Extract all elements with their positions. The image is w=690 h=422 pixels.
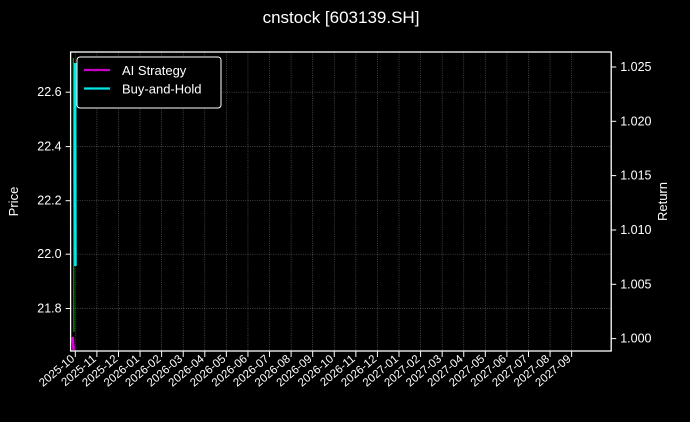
svg-text:22.0: 22.0 [37, 247, 61, 261]
svg-text:22.6: 22.6 [37, 85, 61, 99]
svg-text:cnstock [603139.SH]: cnstock [603139.SH] [263, 8, 420, 27]
svg-text:1.025: 1.025 [620, 60, 651, 74]
svg-text:1.000: 1.000 [620, 332, 651, 346]
svg-text:AI Strategy: AI Strategy [122, 63, 187, 78]
svg-text:1.010: 1.010 [620, 223, 651, 237]
svg-text:Price: Price [6, 187, 21, 217]
svg-text:1.020: 1.020 [620, 114, 651, 128]
svg-text:1.015: 1.015 [620, 169, 651, 183]
svg-text:22.4: 22.4 [37, 140, 61, 154]
svg-text:22.2: 22.2 [37, 194, 61, 208]
svg-text:21.8: 21.8 [37, 302, 61, 316]
svg-text:1.005: 1.005 [620, 277, 651, 291]
svg-text:Buy-and-Hold: Buy-and-Hold [122, 82, 202, 97]
svg-text:Return: Return [655, 182, 670, 221]
